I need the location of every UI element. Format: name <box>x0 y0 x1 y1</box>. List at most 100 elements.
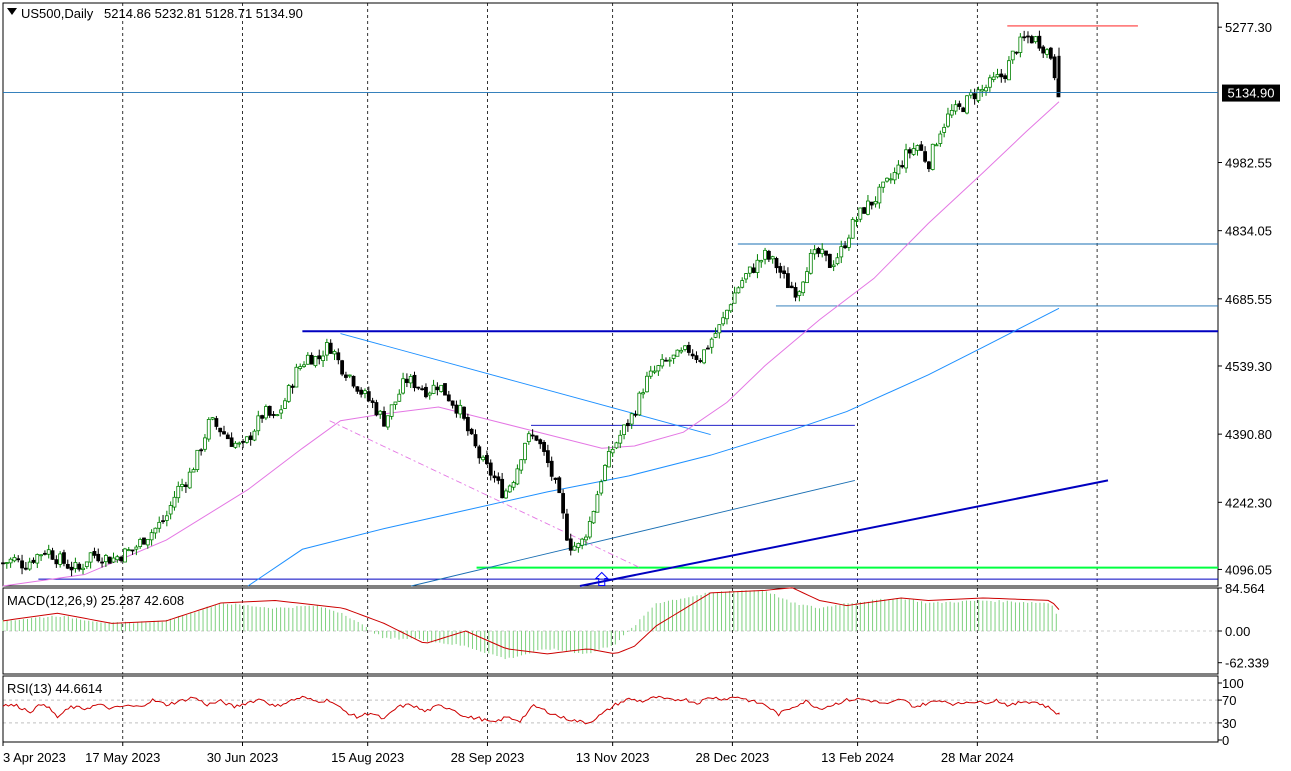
candle <box>763 247 767 265</box>
candle-body <box>134 546 139 550</box>
candle <box>157 516 162 533</box>
candle-body <box>142 537 146 545</box>
price-tick-label: 5277.30 <box>1225 20 1272 35</box>
candle-body <box>900 165 905 168</box>
candle <box>740 277 745 289</box>
candle <box>572 541 577 551</box>
candle-body <box>347 374 352 377</box>
candle-body <box>656 365 661 372</box>
candle-body <box>100 561 104 564</box>
candle-body <box>542 441 546 452</box>
candle <box>39 554 44 561</box>
candle-body <box>458 404 463 415</box>
candle <box>991 72 996 83</box>
candle <box>485 450 489 466</box>
candle <box>664 357 668 362</box>
candle <box>416 386 421 391</box>
candle <box>873 196 878 208</box>
candle <box>229 432 234 447</box>
candle-body <box>222 431 226 435</box>
candle-body <box>915 145 920 151</box>
candle <box>222 425 226 435</box>
candle <box>1007 56 1011 81</box>
candle-body <box>473 434 478 447</box>
candle <box>652 365 657 375</box>
candle <box>462 406 466 421</box>
candle-body <box>686 344 691 353</box>
candle-body <box>561 493 566 514</box>
candle-body <box>698 360 703 362</box>
time-tick-label: 30 Jun 2023 <box>207 750 279 765</box>
dropdown-triangle-icon[interactable] <box>7 8 17 15</box>
candle-body <box>96 553 101 562</box>
candle-body <box>763 249 767 260</box>
candle <box>702 349 706 365</box>
candle <box>987 74 992 92</box>
candle-body <box>664 359 668 362</box>
candle-body <box>934 144 939 147</box>
price-pane <box>1 25 1218 587</box>
candle-body <box>1018 36 1023 53</box>
candle <box>675 349 680 357</box>
candle-body <box>420 388 425 391</box>
candle <box>1010 50 1015 64</box>
candle-body <box>393 401 398 406</box>
candle-body <box>69 566 74 571</box>
candle <box>1033 35 1038 44</box>
candle <box>382 406 386 427</box>
candle <box>595 490 600 513</box>
candle-body <box>629 413 634 425</box>
candle-body <box>881 181 886 188</box>
candle <box>73 557 78 573</box>
candle-body <box>1045 49 1049 55</box>
candle <box>923 146 927 164</box>
candle-body <box>816 248 821 254</box>
candle <box>580 537 585 550</box>
candle <box>496 472 501 485</box>
candle-body <box>808 252 813 274</box>
candle-body <box>119 556 124 562</box>
candle-body <box>424 386 428 398</box>
candle <box>523 442 527 464</box>
candle-body <box>446 394 451 402</box>
candle <box>755 254 760 279</box>
candle-body <box>770 256 775 260</box>
candle-body <box>500 478 505 499</box>
candle-body <box>907 149 912 154</box>
candle-body <box>275 414 280 417</box>
candle <box>187 467 192 489</box>
candle <box>839 240 844 264</box>
candle-body <box>481 456 485 461</box>
candle <box>81 563 85 575</box>
candle <box>587 516 592 540</box>
candle <box>835 252 840 266</box>
candle <box>248 432 253 446</box>
candle <box>892 167 897 185</box>
candle <box>549 456 554 481</box>
candle <box>458 399 463 419</box>
macd-signal-line <box>2 587 1060 655</box>
candle-body <box>553 477 558 480</box>
candle-body <box>54 559 59 565</box>
candle-body <box>782 270 787 275</box>
candle <box>846 234 851 251</box>
candle-body <box>309 354 314 365</box>
candle-body <box>111 557 116 563</box>
candle-body <box>862 207 867 214</box>
macd-histogram <box>2 590 1057 660</box>
candle <box>446 390 451 402</box>
candle <box>603 464 607 482</box>
candle <box>340 359 345 377</box>
candle <box>183 481 188 493</box>
candle <box>625 419 630 432</box>
rsi-pane <box>2 695 1060 725</box>
candle-body <box>1014 51 1019 54</box>
candle-body <box>27 561 32 570</box>
candle-body <box>961 107 966 113</box>
candle <box>561 489 566 519</box>
candlesticks <box>1 30 1061 577</box>
candle-body <box>584 536 588 541</box>
candle-body <box>244 436 249 443</box>
candle <box>1026 31 1030 44</box>
candle-body <box>1 562 5 565</box>
